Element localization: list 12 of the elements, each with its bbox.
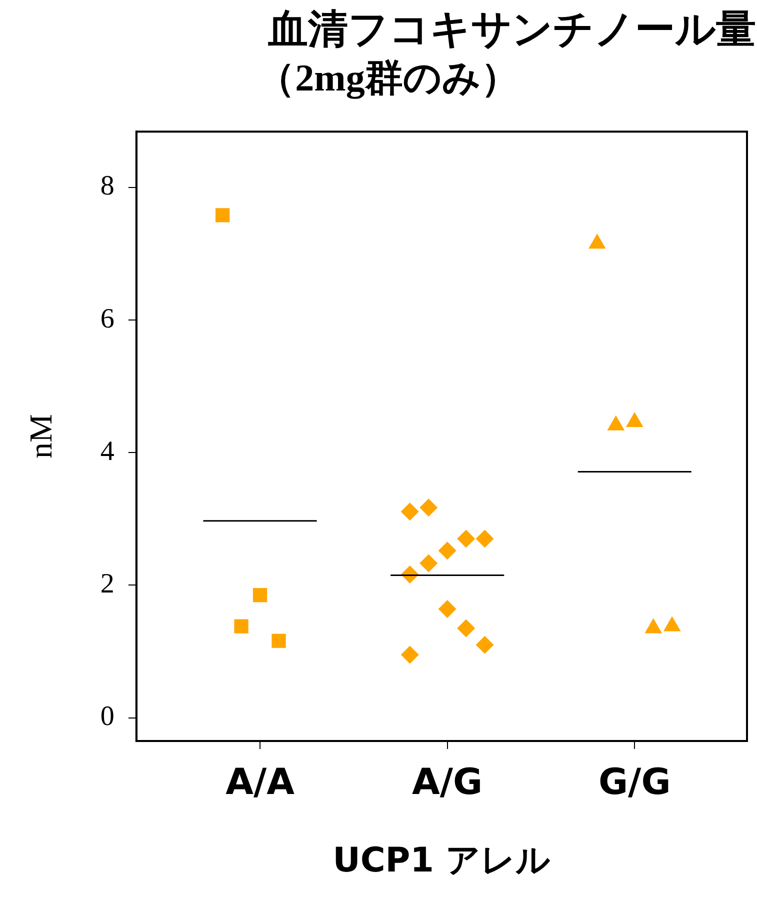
x-tick-label: A/A <box>226 762 295 803</box>
chart-subtitle: （2mg群のみ） <box>257 58 519 100</box>
x-tick-label: A/G <box>412 762 483 803</box>
y-tick-label: 2 <box>100 568 114 600</box>
y-tick-label: 6 <box>100 303 114 334</box>
x-axis-title: UCP1 アレル <box>332 840 551 880</box>
x-tick-label: G/G <box>598 762 671 803</box>
y-tick-label: 0 <box>100 701 114 732</box>
y-tick-label: 4 <box>100 436 114 467</box>
y-tick-label: 8 <box>100 170 114 202</box>
y-axis-title: nM <box>22 414 59 459</box>
chart-title: 血清フコキサンチノール量 <box>267 6 756 52</box>
